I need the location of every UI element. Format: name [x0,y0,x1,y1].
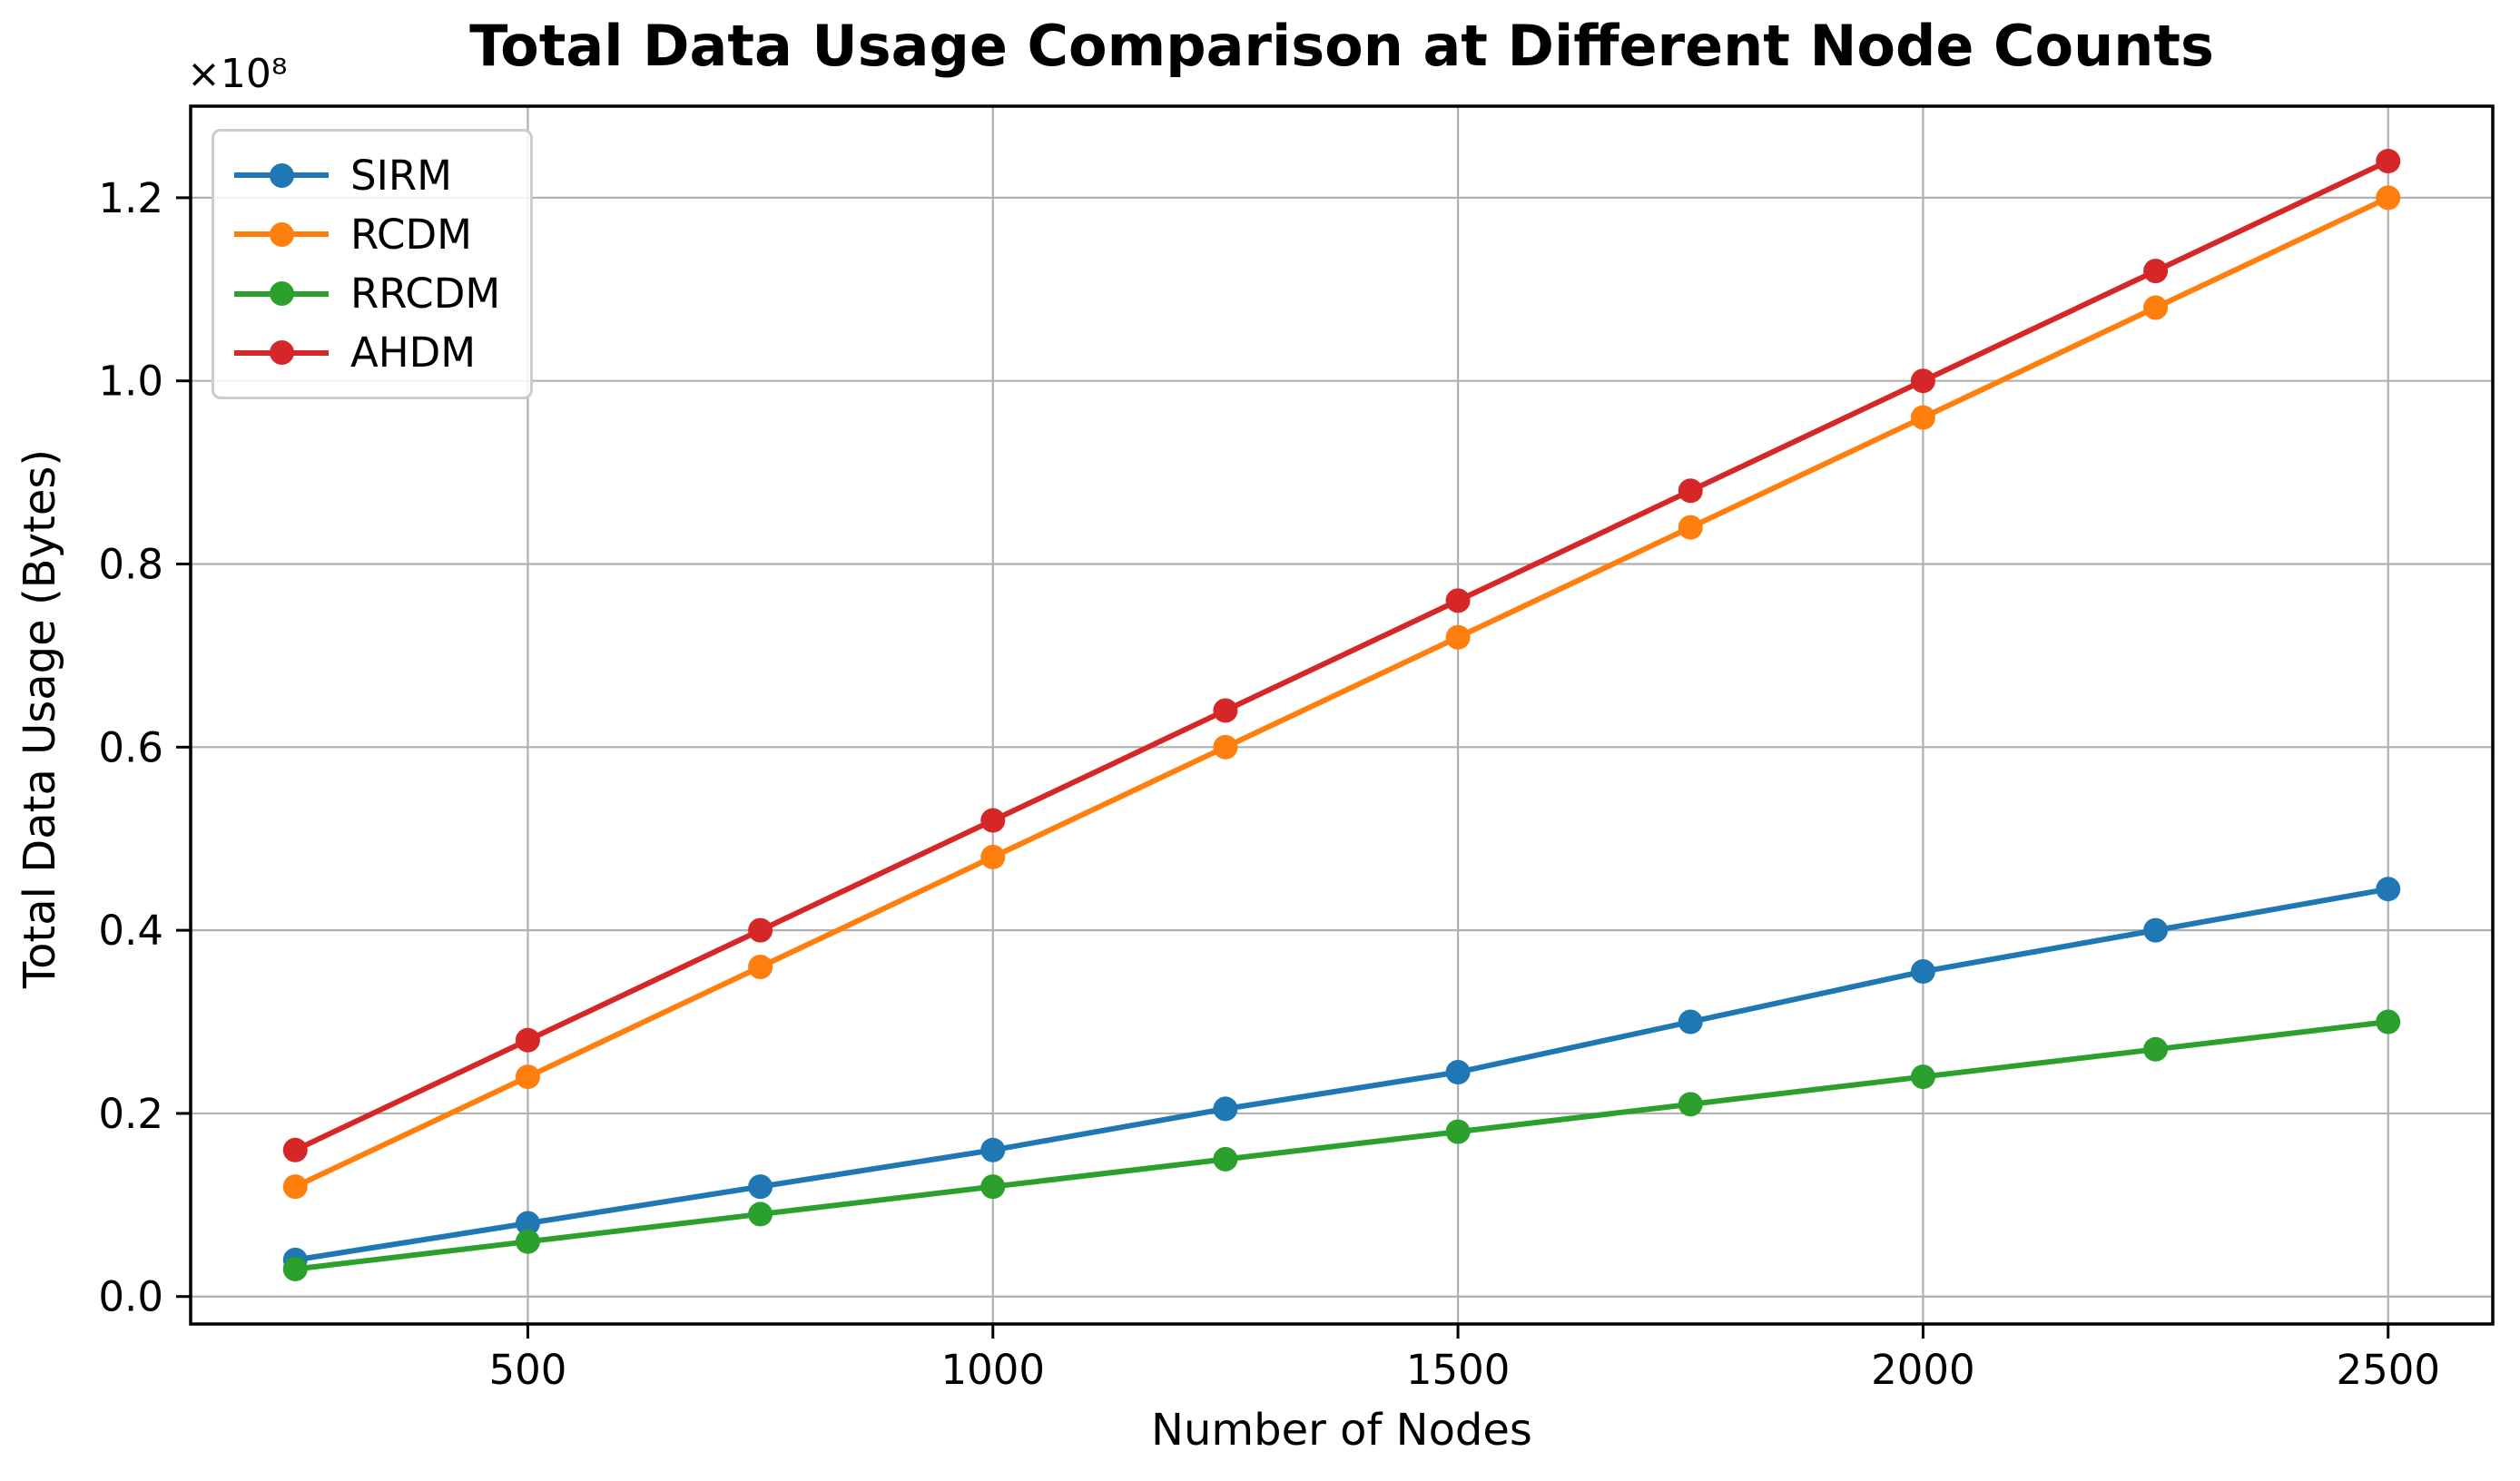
legend-item-RCDM: RCDM [234,205,512,263]
y-tick-label: 1.0 [98,358,163,406]
legend-item-RRCDM: RRCDM [234,265,512,323]
chart-title: Total Data Usage Comparison at Different… [469,13,2214,79]
series-line-RCDM [292,194,2391,1190]
series-line-AHDM [292,158,2391,1153]
x-tick-label: 2500 [2336,1346,2440,1394]
legend: SIRM RCDM RRCDM AHDM [212,129,533,399]
data-point-AHDM [748,917,773,943]
data-point-AHDM [515,1027,540,1053]
y-tick-label: 0.2 [98,1090,163,1138]
data-point-SIRM [748,1174,773,1200]
legend-marker-RRCDM [234,281,329,307]
data-point-SIRM [2376,877,2401,902]
x-tick-label: 2000 [1871,1346,1975,1394]
data-point-RCDM [2143,295,2169,320]
x-tick-label: 1500 [1406,1346,1511,1394]
data-point-RCDM [980,844,1006,869]
y-tick-label: 0.0 [98,1273,163,1321]
data-point-AHDM [1445,588,1471,613]
y-axis-offset-label: ×10⁸ [187,51,288,97]
legend-label: RCDM [350,210,472,259]
series-line-SIRM [292,886,2391,1263]
legend-item-AHDM: AHDM [234,324,512,382]
legend-label: RRCDM [350,270,501,319]
data-point-RCDM [1910,405,1935,430]
data-point-SIRM [2143,917,2169,943]
data-point-SIRM [515,1211,540,1236]
data-point-RRCDM [515,1229,540,1254]
data-point-SIRM [1910,959,1935,985]
y-tick-label: 0.6 [98,723,163,771]
legend-label: AHDM [350,329,477,378]
data-point-SIRM [1445,1060,1471,1085]
data-point-RRCDM [1910,1064,1935,1090]
data-point-RCDM [515,1064,540,1090]
data-point-AHDM [2143,259,2169,284]
legend-marker-RCDM [234,221,329,247]
legend-dot-sample [269,162,294,188]
data-point-AHDM [1213,698,1238,723]
data-point-SIRM [1213,1096,1238,1122]
data-point-RRCDM [282,1256,308,1281]
x-tick-label: 1000 [940,1346,1045,1394]
data-point-RRCDM [2143,1036,2169,1062]
data-point-AHDM [282,1137,308,1162]
data-point-RRCDM [1213,1146,1238,1172]
data-point-RCDM [282,1174,308,1200]
data-point-SIRM [980,1137,1006,1162]
y-axis-label: Total Data Usage (Bytes) [15,448,65,989]
legend-dot-sample [269,281,294,307]
data-point-RCDM [1678,515,1703,540]
data-point-AHDM [2376,149,2401,174]
data-point-RCDM [1445,624,1471,650]
data-point-RRCDM [1445,1119,1471,1144]
data-point-RCDM [748,954,773,979]
legend-label: SIRM [350,151,452,200]
plot-border [189,104,2495,1326]
legend-marker-SIRM [234,162,329,188]
data-point-RRCDM [748,1201,773,1227]
data-point-RRCDM [980,1174,1006,1200]
data-point-RRCDM [1678,1092,1703,1117]
data-point-AHDM [980,808,1006,833]
y-tick-label: 0.8 [98,541,163,589]
legend-marker-AHDM [234,340,329,366]
data-point-AHDM [1678,478,1703,504]
legend-item-SIRM: SIRM [234,146,512,204]
x-tick-label: 500 [488,1346,566,1394]
legend-dot-sample [269,221,294,247]
data-point-RCDM [1213,734,1238,760]
y-tick-label: 1.2 [98,174,163,222]
data-point-SIRM [1678,1009,1703,1035]
x-axis-label: Number of Nodes [1151,1405,1532,1456]
y-tick-label: 0.4 [98,907,163,955]
data-point-AHDM [1910,368,1935,394]
legend-dot-sample [269,340,294,366]
data-point-RCDM [2376,185,2401,211]
data-point-RRCDM [2376,1009,2401,1035]
series-line-RRCDM [292,1019,2391,1272]
